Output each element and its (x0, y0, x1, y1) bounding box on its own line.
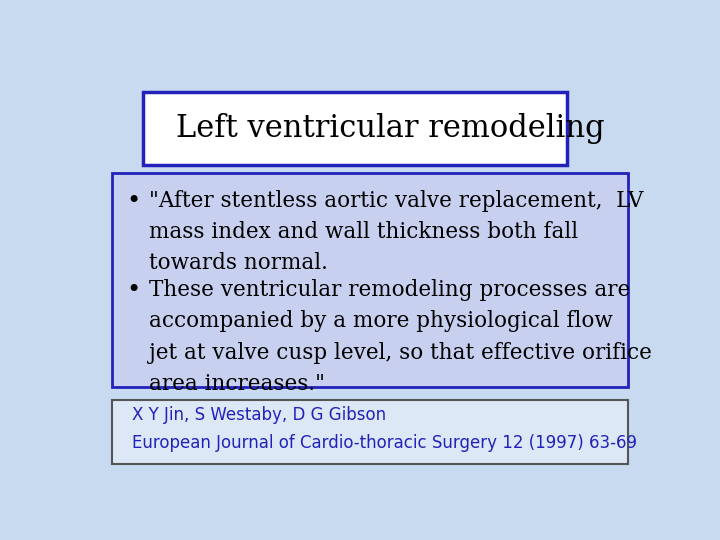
Text: These ventricular remodeling processes are
accompanied by a more physiological f: These ventricular remodeling processes a… (148, 279, 652, 395)
Text: X Y Jin, S Westaby, D G Gibson
European Journal of Cardio-thoracic Surgery 12 (1: X Y Jin, S Westaby, D G Gibson European … (132, 406, 637, 451)
FancyBboxPatch shape (112, 400, 629, 464)
Text: Left ventricular remodeling: Left ventricular remodeling (176, 112, 605, 144)
Text: "After stentless aortic valve replacement,  LV
mass index and wall thickness bot: "After stentless aortic valve replacemen… (148, 190, 643, 274)
Text: •: • (126, 279, 140, 302)
FancyBboxPatch shape (112, 173, 629, 387)
Text: •: • (126, 190, 140, 213)
FancyBboxPatch shape (143, 92, 567, 165)
